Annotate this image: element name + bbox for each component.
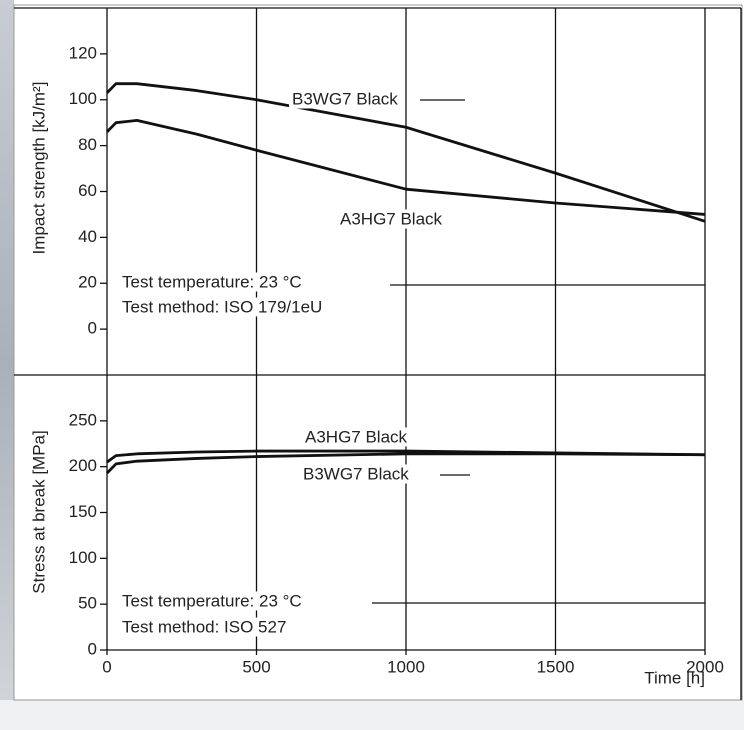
label-background <box>119 591 305 611</box>
series-label: B3WG7 Black <box>303 464 409 483</box>
label-background <box>119 272 305 292</box>
x-tick-label: 1500 <box>537 657 575 676</box>
x-tick-label: 2000 <box>686 657 724 676</box>
series-line <box>105 82 706 223</box>
y-tick-label: 60 <box>78 181 97 200</box>
series-label: A3HG7 Black <box>305 427 408 446</box>
label-background <box>337 209 446 229</box>
label-background <box>302 427 411 447</box>
y-tick-label: 100 <box>69 548 97 567</box>
x-tick-label: 1000 <box>387 657 425 676</box>
annotation: Test method: ISO 527 <box>122 617 286 636</box>
annotation: Test method: ISO 179/1eU <box>122 297 322 316</box>
y-tick-label: 0 <box>88 319 97 338</box>
x-axis-label: Time [h] <box>644 668 705 687</box>
annotation: Test temperature: 23 °C <box>122 591 302 610</box>
background-photo <box>0 0 14 730</box>
series-label: B3WG7 Black <box>292 89 398 108</box>
y-tick-label: 20 <box>78 273 97 292</box>
y-tick-label: 40 <box>78 227 97 246</box>
y-tick-label: 80 <box>78 135 97 154</box>
y-tick-label: 50 <box>78 594 97 613</box>
annotation: Test temperature: 23 °C <box>122 272 302 291</box>
y-axis-label: Stress at break [MPa] <box>29 430 48 593</box>
label-background <box>119 617 290 637</box>
x-tick-label: 500 <box>242 657 270 676</box>
label-background <box>119 297 326 317</box>
y-tick-label: 100 <box>69 89 97 108</box>
y-tick-label: 120 <box>69 43 97 62</box>
x-tick-label: 0 <box>102 657 111 676</box>
y-tick-label: 250 <box>69 410 97 429</box>
series-line <box>105 452 706 475</box>
series-label: A3HG7 Black <box>340 209 443 228</box>
label-background <box>289 89 402 109</box>
series-line <box>105 118 706 216</box>
y-axis-label: Impact strength [kJ/m²] <box>29 82 48 255</box>
label-background <box>300 464 413 484</box>
y-tick-label: 0 <box>88 639 97 658</box>
background-bottom <box>0 700 744 730</box>
y-tick-label: 150 <box>69 502 97 521</box>
y-tick-label: 200 <box>69 456 97 475</box>
